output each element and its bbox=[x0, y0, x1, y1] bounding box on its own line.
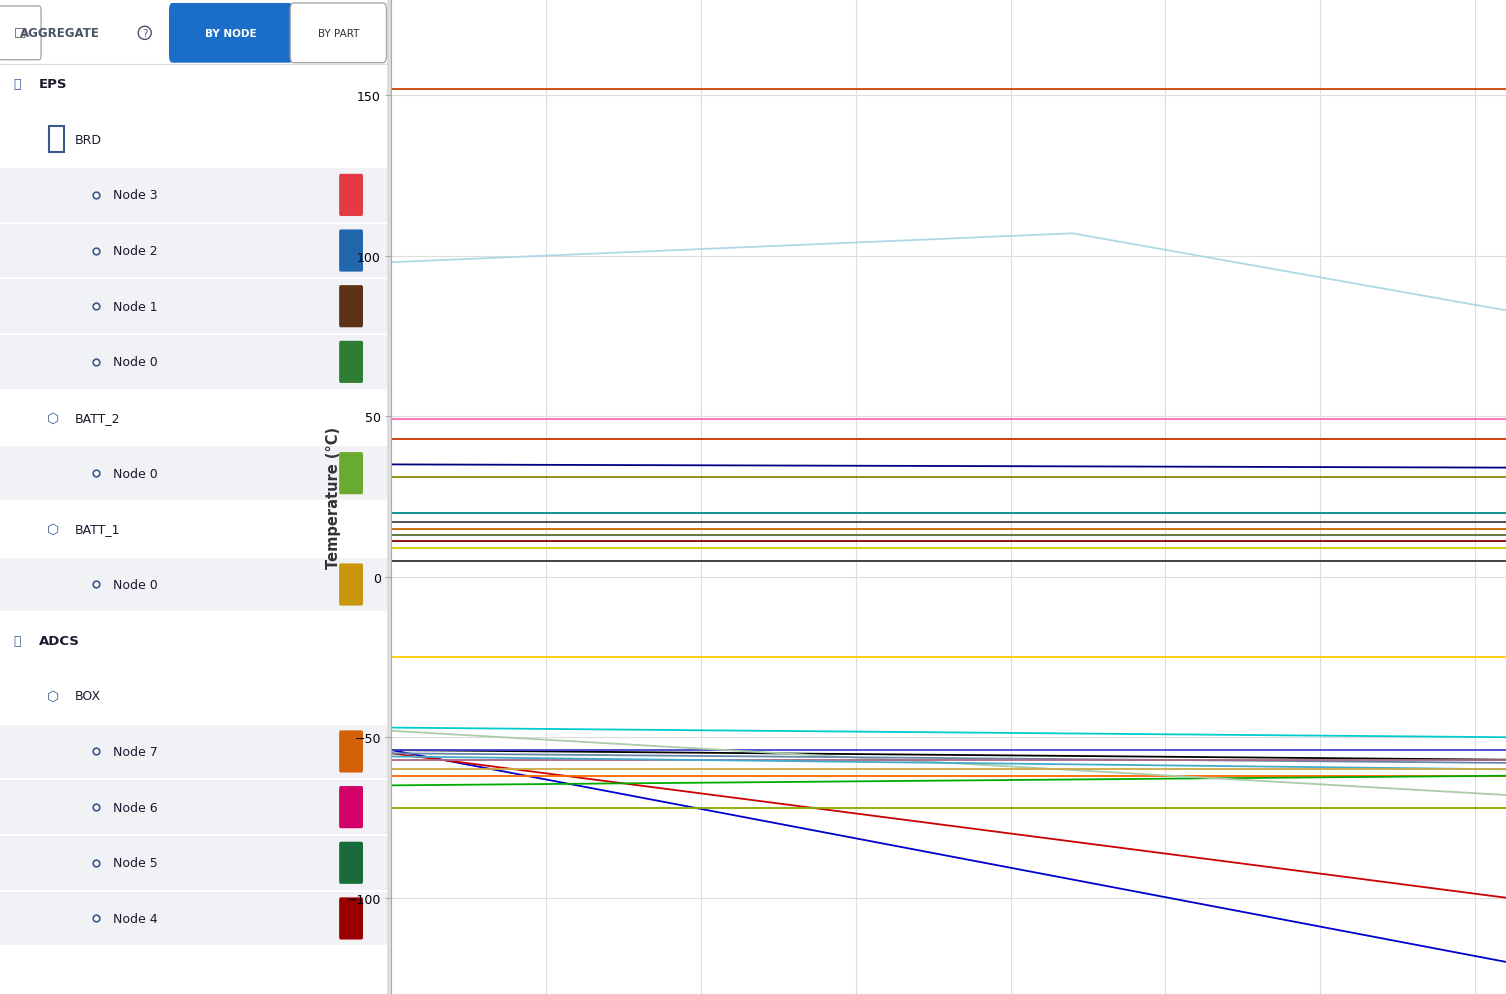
Bar bbox=[0, 780, 392, 834]
Bar bbox=[48, 127, 63, 153]
FancyBboxPatch shape bbox=[339, 731, 363, 772]
Text: BATT_2: BATT_2 bbox=[74, 412, 120, 424]
Text: Node 1: Node 1 bbox=[113, 300, 158, 313]
FancyBboxPatch shape bbox=[291, 4, 387, 64]
Text: Node 0: Node 0 bbox=[113, 467, 158, 480]
Text: Node 2: Node 2 bbox=[113, 245, 158, 257]
Bar bbox=[0, 225, 392, 278]
Text: ⬡: ⬡ bbox=[47, 412, 59, 425]
Text: Node 5: Node 5 bbox=[113, 857, 158, 870]
Text: BOX: BOX bbox=[74, 690, 101, 703]
Text: EPS: EPS bbox=[39, 78, 68, 91]
Text: ⬡: ⬡ bbox=[47, 522, 59, 537]
FancyBboxPatch shape bbox=[339, 175, 363, 217]
Text: AGGREGATE: AGGREGATE bbox=[20, 27, 99, 41]
FancyBboxPatch shape bbox=[339, 452, 363, 495]
Text: BY PART: BY PART bbox=[318, 29, 358, 39]
Bar bbox=[387, 0, 392, 994]
Bar bbox=[0, 892, 392, 945]
Bar bbox=[0, 836, 392, 890]
FancyBboxPatch shape bbox=[339, 342, 363, 384]
Text: Node 7: Node 7 bbox=[113, 746, 158, 758]
FancyBboxPatch shape bbox=[339, 286, 363, 328]
Text: ☐: ☐ bbox=[14, 27, 26, 41]
FancyBboxPatch shape bbox=[0, 7, 41, 61]
Text: BATT_1: BATT_1 bbox=[74, 523, 120, 536]
Bar bbox=[0, 169, 392, 223]
Bar bbox=[0, 447, 392, 500]
FancyBboxPatch shape bbox=[339, 898, 363, 939]
Text: Node 3: Node 3 bbox=[113, 189, 158, 202]
Bar bbox=[0, 559, 392, 611]
FancyBboxPatch shape bbox=[339, 231, 363, 272]
FancyBboxPatch shape bbox=[339, 786, 363, 828]
FancyBboxPatch shape bbox=[339, 564, 363, 606]
Text: ⬡: ⬡ bbox=[47, 689, 59, 703]
Bar bbox=[0, 725, 392, 778]
Bar bbox=[0, 0, 392, 70]
Text: Node 4: Node 4 bbox=[113, 912, 158, 925]
Text: Node 6: Node 6 bbox=[113, 801, 158, 814]
Bar bbox=[0, 280, 392, 334]
Text: ⬜: ⬜ bbox=[14, 634, 21, 647]
Text: ?: ? bbox=[142, 29, 148, 39]
Text: Node 0: Node 0 bbox=[113, 579, 158, 591]
Text: BY NODE: BY NODE bbox=[205, 29, 256, 39]
Text: Node 0: Node 0 bbox=[113, 356, 158, 369]
Text: BRD: BRD bbox=[74, 133, 101, 146]
Text: ⬜: ⬜ bbox=[14, 78, 21, 91]
FancyBboxPatch shape bbox=[339, 842, 363, 884]
Text: ADCS: ADCS bbox=[39, 634, 80, 647]
Bar bbox=[0, 336, 392, 390]
Y-axis label: Temperature (°C): Temperature (°C) bbox=[325, 426, 340, 568]
FancyBboxPatch shape bbox=[169, 4, 292, 64]
